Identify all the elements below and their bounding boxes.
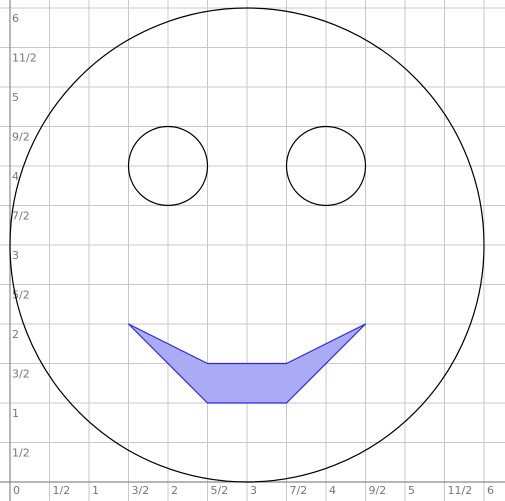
x-tick-label: 11/2	[448, 484, 473, 497]
y-tick-label: 6	[12, 12, 19, 25]
y-tick-label: 3	[12, 249, 19, 262]
left-eye-circle[interactable]	[127, 125, 209, 207]
x-tick-label: 3	[250, 484, 257, 497]
x-tick-labels: 0 1/2 1 3/2 2 5/2 3 7/2 4 9/2 5 11/2 6	[13, 484, 494, 497]
smiley-face	[9, 7, 485, 483]
x-tick-label: 4	[329, 484, 336, 497]
y-tick-label: 9/2	[12, 131, 30, 144]
x-tick-label: 0	[13, 484, 20, 497]
y-tick-label: 5	[12, 91, 19, 104]
y-tick-label: 3/2	[12, 368, 30, 381]
y-tick-label: 4	[12, 170, 19, 183]
y-tick-label: 1/2	[12, 447, 30, 460]
x-tick-label: 7/2	[290, 484, 308, 497]
face-circle[interactable]	[9, 7, 485, 483]
y-tick-label: 11/2	[12, 52, 37, 65]
right-eye-circle[interactable]	[285, 125, 367, 207]
x-tick-label: 2	[171, 484, 178, 497]
x-tick-label: 5	[408, 484, 415, 497]
x-tick-label: 9/2	[369, 484, 387, 497]
y-tick-label: 2	[12, 328, 19, 341]
x-tick-label: 3/2	[132, 484, 150, 497]
x-tick-label: 1/2	[53, 484, 71, 497]
y-tick-label: 1	[12, 407, 19, 420]
mouth-polygon[interactable]	[127, 323, 367, 404]
x-tick-label: 6	[487, 484, 494, 497]
x-tick-label: 1	[92, 484, 99, 497]
y-tick-label: 7/2	[12, 210, 30, 223]
x-tick-label: 5/2	[211, 484, 229, 497]
